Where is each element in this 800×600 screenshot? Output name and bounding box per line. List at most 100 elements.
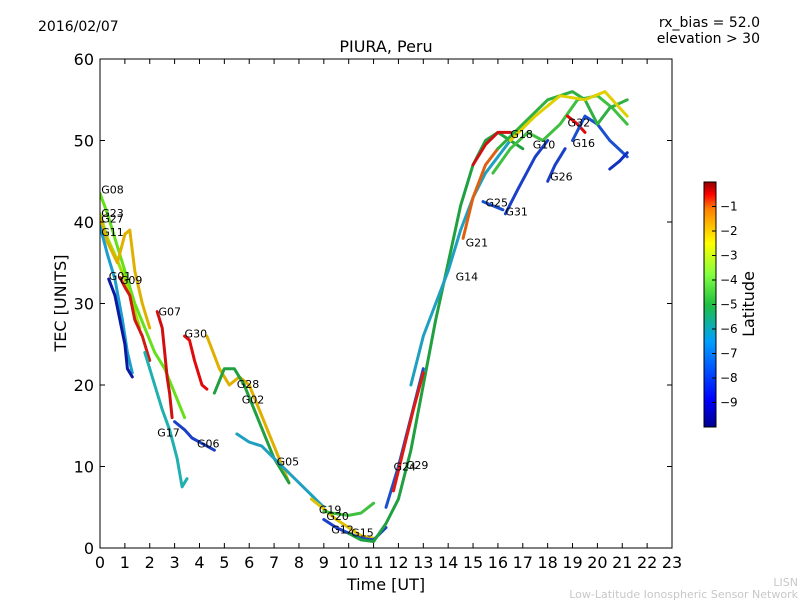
series-line-g11	[100, 224, 134, 375]
series-line-g13	[496, 90, 629, 151]
y-tick-label: 60	[74, 50, 94, 69]
x-tick-label: 8	[294, 553, 304, 572]
sat-label-g23: G23	[101, 207, 124, 220]
sat-label-g18: G18	[510, 128, 533, 141]
sat-label-g26: G26	[550, 170, 573, 183]
sat-label-g17: G17	[157, 426, 180, 439]
series-line-g14	[409, 139, 512, 387]
sat-label-g32: G32	[568, 117, 591, 130]
sat-label-g27: G27	[101, 213, 124, 226]
y-tick-label: 0	[84, 539, 94, 558]
colorbar-tick-label: −1	[720, 200, 738, 214]
sat-label-g02: G02	[242, 394, 265, 407]
sat-label-g15: G15	[351, 527, 374, 540]
x-tick-label: 9	[319, 553, 329, 572]
sat-label-g07: G07	[158, 306, 181, 319]
series-line-g18	[471, 130, 512, 167]
sat-label-g21: G21	[466, 236, 489, 249]
colorbar-tick-label: −7	[720, 347, 738, 361]
x-tick-label: 11	[363, 553, 383, 572]
sat-label-g19: G19	[319, 504, 342, 517]
x-tick-label: 6	[244, 553, 254, 572]
colorbar-tick-label: −5	[720, 298, 738, 312]
y-ticks: 0 10 20 30 40 50 60	[74, 50, 672, 558]
y-tick-label: 50	[74, 132, 94, 151]
series-line-g02	[212, 367, 291, 485]
sat-label-g06: G06	[197, 438, 220, 451]
sat-label-g09: G09	[120, 274, 143, 287]
colorbar-tick-label: −6	[720, 322, 738, 336]
sat-label-g30: G30	[185, 328, 208, 341]
series-line-g07	[155, 310, 174, 420]
sat-label-g16: G16	[573, 137, 596, 150]
sat-label-g24: G24	[393, 461, 416, 474]
sat-label-g31: G31	[505, 205, 528, 218]
series-line-g31	[503, 139, 550, 216]
x-tick-label: 18	[537, 553, 557, 572]
colorbar-tick-label: −3	[720, 249, 738, 263]
y-tick-label: 10	[74, 458, 94, 477]
colorbar-tick-label: −4	[720, 273, 738, 287]
series-line-g10	[491, 94, 629, 175]
footer-org-long: Low-Latitude Ionospheric Sensor Network	[569, 588, 798, 600]
sat-label-g28: G28	[237, 378, 260, 391]
chart-title: PIURA, Peru	[339, 37, 432, 56]
footer-org-short: LISN	[773, 576, 798, 589]
series-line-g27	[100, 216, 152, 330]
sat-label-g11: G11	[101, 226, 124, 239]
x-tick-label: 14	[438, 553, 458, 572]
sat-label-g14: G14	[456, 271, 479, 284]
series-line-g04	[608, 151, 629, 171]
x-tick-label: 7	[269, 553, 279, 572]
colorbar-tick-label: −8	[720, 371, 738, 385]
series-line-g01	[107, 277, 134, 379]
x-tick-label: 22	[637, 553, 657, 572]
x-tick-label: 4	[194, 553, 204, 572]
colorbar-tick-label: −9	[720, 396, 738, 410]
x-tick-label: 17	[513, 553, 533, 572]
series-line-g21	[461, 147, 500, 240]
x-tick-label: 15	[463, 553, 483, 572]
date-label: 2016/02/07	[38, 19, 119, 35]
sat-label-g05: G05	[277, 456, 300, 469]
series-line-g03	[508, 90, 629, 142]
y-axis-label: TEC [UNITS]	[51, 255, 70, 353]
colorbar-tick-label: −2	[720, 224, 738, 238]
series-layer	[100, 90, 629, 543]
x-tick-label: 16	[488, 553, 508, 572]
sat-label-g08: G08	[101, 183, 124, 196]
rx-bias-label: rx_bias = 52.0	[659, 15, 760, 31]
x-tick-label: 20	[587, 553, 607, 572]
x-axis-label: Time [UT]	[346, 575, 425, 594]
series-line-g08	[100, 192, 187, 420]
elevation-label: elevation > 30	[657, 31, 760, 47]
x-tick-label: 12	[388, 553, 408, 572]
x-tick-label: 13	[413, 553, 433, 572]
series-line-g26	[546, 147, 567, 183]
x-tick-label: 19	[562, 553, 582, 572]
series-line-g32	[566, 114, 587, 134]
x-tick-label: 23	[662, 553, 682, 572]
series-line-g17	[143, 350, 189, 489]
series-line-g29	[392, 371, 425, 493]
sat-label-g12: G12	[331, 523, 354, 536]
series-line-g25	[481, 200, 505, 212]
series-line-g09	[118, 275, 152, 362]
series-line-g19	[309, 497, 376, 540]
x-tick-label: 5	[219, 553, 229, 572]
sat-label-g25: G25	[485, 196, 508, 209]
colorbar-ticks: −1 −2 −3 −4 −5 −6 −7 −8 −9	[712, 200, 738, 410]
sat-label-g29: G29	[406, 459, 429, 472]
x-tick-label: 1	[120, 553, 130, 572]
series-line-g15	[347, 130, 525, 543]
series-line-g20	[322, 501, 376, 517]
x-tick-label: 10	[339, 553, 359, 572]
y-tick-label: 30	[74, 295, 94, 314]
y-tick-label: 20	[74, 376, 94, 395]
x-tick-label: 21	[612, 553, 632, 572]
colorbar-label: Latitude	[739, 271, 758, 337]
sat-label-g10: G10	[533, 139, 556, 152]
x-tick-label: 0	[95, 553, 105, 572]
